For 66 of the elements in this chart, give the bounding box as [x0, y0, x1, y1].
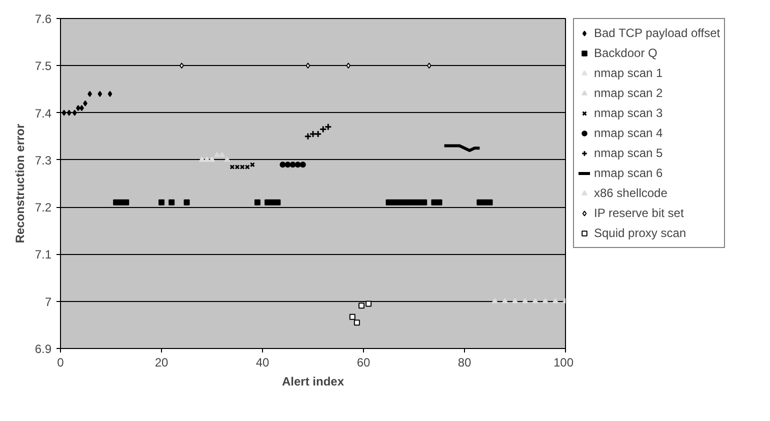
- point: [108, 90, 112, 97]
- point: [552, 298, 558, 304]
- point: [158, 199, 164, 206]
- legend-label: x86 shellcode: [594, 185, 668, 202]
- y-tick-label: 6.9: [34, 342, 52, 356]
- point: [436, 199, 442, 206]
- point: [300, 162, 306, 168]
- point: [346, 62, 351, 69]
- legend-label: nmap scan 1: [594, 65, 663, 82]
- point: [280, 162, 286, 168]
- point: [168, 199, 175, 206]
- y-tick-label: 7.4: [34, 106, 52, 120]
- point: [482, 199, 488, 206]
- y-tick-label: 7.3: [34, 153, 52, 168]
- point: [62, 110, 66, 116]
- point: [431, 199, 438, 206]
- x-tick-label: 20: [154, 356, 168, 370]
- point: [184, 199, 190, 206]
- point: [532, 298, 538, 304]
- legend-label: nmap scan 5: [594, 145, 663, 162]
- point: [366, 300, 372, 307]
- point: [542, 298, 548, 304]
- x-tick-label: 40: [256, 356, 270, 370]
- y-tick-label: 7.5: [34, 59, 52, 74]
- legend-label: nmap scan 4: [594, 125, 663, 142]
- point: [98, 90, 102, 97]
- x-tick-label: 60: [356, 356, 370, 370]
- point: [254, 199, 260, 206]
- x-axis-title: Alert index: [282, 374, 344, 388]
- y-tick-label: 7.6: [34, 12, 52, 26]
- point: [486, 199, 493, 206]
- legend-label: nmap scan 2: [594, 85, 663, 102]
- y-axis-title: Reconstruction error: [12, 123, 27, 244]
- legend-label: Bad TCP payload offset: [594, 25, 720, 42]
- point: [198, 156, 205, 162]
- point: [512, 298, 518, 304]
- legend-label: IP reserve bit set: [594, 205, 684, 222]
- point: [358, 302, 364, 309]
- x-tick-label: 100: [553, 356, 574, 370]
- point: [421, 199, 428, 206]
- x-tick-label: 80: [458, 356, 472, 370]
- point: [306, 62, 310, 69]
- legend-label: Backdoor Q: [594, 45, 658, 62]
- point: [354, 320, 360, 326]
- point: [72, 110, 77, 116]
- point: [224, 156, 230, 162]
- point: [290, 162, 296, 168]
- point: [123, 199, 130, 206]
- legend-label: nmap scan 6: [594, 165, 663, 182]
- point: [294, 162, 301, 168]
- legend-label: nmap scan 3: [594, 105, 663, 122]
- legend-label: Squid proxy scan: [594, 225, 686, 242]
- point: [284, 162, 291, 168]
- y-tick-label: 7: [44, 294, 52, 309]
- point: [492, 298, 498, 304]
- point: [209, 156, 215, 162]
- point: [349, 314, 356, 320]
- y-tick-label: 7.1: [34, 248, 52, 262]
- point: [274, 199, 281, 206]
- point: [66, 110, 72, 116]
- y-tick-label: 7.2: [34, 200, 52, 215]
- point: [219, 152, 226, 158]
- point: [522, 298, 528, 304]
- x-tick-label: 0: [57, 356, 64, 370]
- point: [502, 298, 508, 304]
- point: [426, 62, 432, 69]
